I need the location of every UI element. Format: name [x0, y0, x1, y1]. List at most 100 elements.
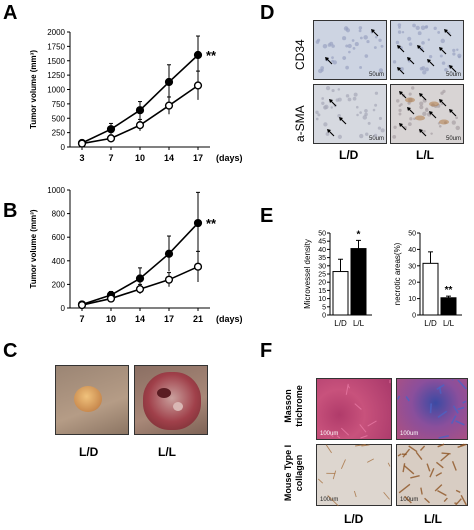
stain-region: [415, 115, 425, 121]
collagen-ll-image: 100um: [396, 444, 468, 506]
cell-nucleus: [423, 129, 426, 133]
cell-nucleus: [398, 112, 402, 116]
significance-label: **: [206, 48, 217, 63]
cell-nucleus: [441, 61, 446, 65]
collagen-fibre: [441, 452, 451, 455]
cell-nucleus: [408, 92, 412, 96]
collagen-fibre: [404, 495, 412, 504]
collagen-fibre: [455, 498, 462, 506]
collagen-fibre: [415, 451, 423, 460]
cell-nucleus: [345, 65, 349, 70]
y-tick-label: 10: [408, 296, 416, 303]
collagen-fibre: [451, 461, 457, 471]
collagen-fibre: [397, 395, 401, 400]
c-label-ld: L/D: [79, 445, 99, 459]
cell-nucleus: [396, 99, 400, 103]
cell-nucleus: [359, 36, 363, 40]
collagen-fibre: [402, 463, 406, 473]
cell-nucleus: [455, 125, 460, 131]
tumor-photo-ld: [55, 365, 129, 435]
collagen-fibre: [383, 491, 390, 500]
x-tick-label: 17: [164, 314, 174, 324]
arrowhead-icon: [419, 129, 423, 133]
collagen-fibre: [420, 487, 423, 495]
cell-nucleus: [364, 112, 368, 117]
y-tick-label: 5: [322, 304, 326, 311]
collagen-fibre: [419, 445, 426, 451]
collagen-fibre: [340, 427, 349, 436]
collagen-fibre: [455, 420, 465, 426]
cell-nucleus: [353, 92, 358, 97]
significance-label: **: [445, 285, 453, 296]
arrowhead-icon: [399, 123, 403, 127]
arrowhead-icon: [417, 45, 421, 49]
arrowhead-icon: [444, 29, 448, 33]
cell-nucleus: [412, 23, 416, 28]
cell-nucleus: [366, 39, 370, 44]
cell-nucleus: [324, 104, 329, 110]
cell-nucleus: [347, 97, 352, 102]
bar: [422, 262, 439, 316]
cell-nucleus: [421, 41, 425, 45]
collagen-fibre: [367, 458, 374, 463]
y-tick-label: 40: [318, 247, 326, 254]
cell-nucleus: [424, 108, 429, 112]
stain-region: [429, 101, 439, 107]
cell-nucleus: [342, 56, 347, 60]
y-axis-label: Tumor volume (mm³): [29, 50, 38, 129]
cell-nucleus: [420, 25, 426, 31]
cell-nucleus: [322, 43, 328, 49]
y-tick-label: 200: [52, 280, 66, 289]
cell-nucleus: [342, 36, 347, 41]
cell-nucleus: [440, 38, 445, 44]
cell-nucleus: [345, 94, 350, 98]
data-point: [135, 121, 145, 130]
collagen-fibre: [360, 435, 368, 439]
cell-nucleus: [433, 26, 437, 30]
cell-nucleus: [359, 111, 362, 114]
cell-nucleus: [365, 132, 369, 136]
cell-nucleus: [315, 117, 319, 121]
scale-bar-label: 50um: [445, 136, 461, 142]
cell-nucleus: [374, 91, 379, 95]
y-tick-label: 50: [318, 231, 326, 238]
y-tick-label: 1250: [47, 71, 65, 80]
data-point: [106, 125, 116, 134]
x-tick-label: L/L: [443, 319, 455, 328]
cell-nucleus: [325, 86, 331, 91]
arrowhead-icon: [407, 107, 411, 111]
collagen-fibre: [455, 489, 461, 494]
data-point: [164, 249, 174, 258]
x-tick-label: 3: [79, 153, 84, 163]
cell-nucleus: [452, 52, 456, 56]
cell-nucleus: [428, 54, 433, 59]
arrowhead-icon: [427, 59, 431, 63]
cell-nucleus: [325, 132, 330, 136]
x-axis-label: (days): [216, 314, 243, 324]
cell-nucleus: [373, 133, 378, 138]
cell-nucleus: [378, 38, 382, 42]
collagen-fibre: [443, 497, 448, 503]
collagen-fibre: [327, 495, 339, 507]
cell-nucleus: [337, 113, 341, 118]
data-point: [135, 285, 145, 294]
panel-label-c: C: [3, 340, 18, 362]
cell-nucleus: [364, 109, 368, 113]
y-tick-label: 0: [61, 304, 66, 313]
panel-label-d: D: [260, 2, 275, 24]
arrowhead-icon: [397, 45, 401, 49]
data-point: [193, 262, 203, 271]
arrowhead-icon: [327, 129, 331, 133]
collagen-fibre: [429, 403, 432, 414]
y-tick-label: 50: [408, 231, 416, 238]
y-axis-label: necrotic areas(%): [393, 242, 402, 305]
cell-nucleus: [345, 44, 349, 48]
cell-nucleus: [329, 41, 334, 46]
y-tick-label: 600: [52, 233, 66, 242]
cell-nucleus: [321, 101, 325, 105]
cell-nucleus: [354, 42, 359, 47]
arrowhead-icon: [399, 91, 403, 95]
y-tick-label: 40: [408, 247, 416, 254]
